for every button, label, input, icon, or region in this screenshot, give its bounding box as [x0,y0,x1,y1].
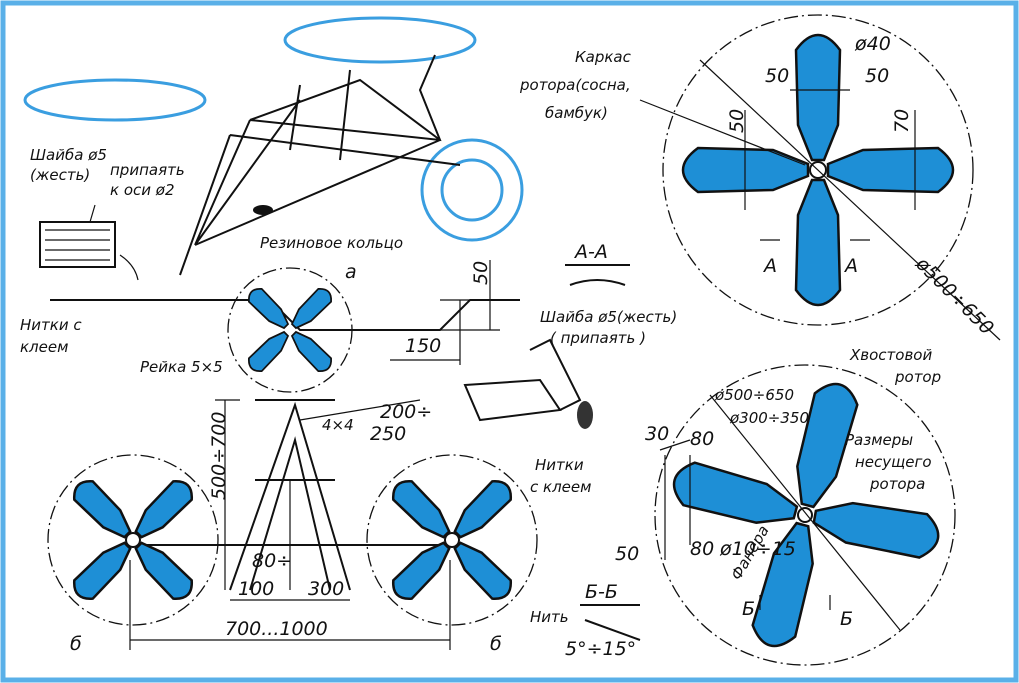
label: Хвостовой [849,346,932,364]
dimension: 500÷700 [208,412,230,500]
label: бамбук) [545,104,608,122]
dimension: 5°÷15° [565,638,636,660]
hub-detail [465,340,593,429]
label: ротор [894,368,941,386]
dimension: 50 [765,65,789,87]
label: А [843,255,858,277]
label: ( припаять ) [550,329,646,347]
dimension: ø500÷650 [911,252,998,339]
label: Шайба ø5 [30,146,107,164]
label: А [762,255,777,277]
dimension: 250 [370,423,406,445]
dimension: 4×4 [322,416,354,434]
section-aa [565,265,630,285]
label: к оси ø2 [110,181,175,199]
label: припаять [110,161,185,179]
dimension: 80 [690,538,714,560]
dimension: 150 [405,335,441,357]
label: Шайба ø5(жесть) [540,308,677,326]
label: А-А [573,241,608,263]
label: несущего [855,453,932,471]
dimension: 50 [726,109,748,133]
label: б [70,633,82,655]
dimension: 700...1000 [225,618,328,640]
dimension: ø300÷350 [729,409,809,427]
label: Рейка 5×5 [140,358,223,376]
label: с клеем [530,478,591,496]
dimension: 200÷ [380,401,432,423]
section-bb [580,605,640,640]
label: б [490,633,502,655]
label: а [345,261,357,283]
dimension: 80÷ [252,550,292,572]
dimension: 80 [690,428,714,450]
dimension: 50 [615,543,639,565]
dimension: 100 [238,578,274,600]
label: Б-Б [585,581,618,603]
dimension: 50 [865,65,889,87]
dimension: 300 [308,578,344,600]
label: Б [742,598,755,620]
label: ротора [869,475,925,493]
drawing: Шайба ø5 (жесть) припаять к оси ø2 Резин… [0,0,1019,683]
label: Размеры [845,431,913,449]
label: Нитки [535,456,584,474]
label: ротора(сосна, [519,76,631,94]
label: Б [840,608,853,630]
dimension: ø500÷650 [714,386,794,404]
label: Каркас [575,48,632,66]
dimension: 70 [891,109,913,133]
label: (жесть) [30,166,90,184]
frame-view [25,18,522,392]
label: клеем [20,338,68,356]
dimension: ø40 [854,33,891,55]
side-view [48,400,537,650]
dimension: 30 [645,423,669,445]
label: Нить [530,608,569,626]
dimension: 50 [470,261,492,285]
label: Резиновое кольцо [260,234,403,252]
label: Нитки с [20,316,82,334]
